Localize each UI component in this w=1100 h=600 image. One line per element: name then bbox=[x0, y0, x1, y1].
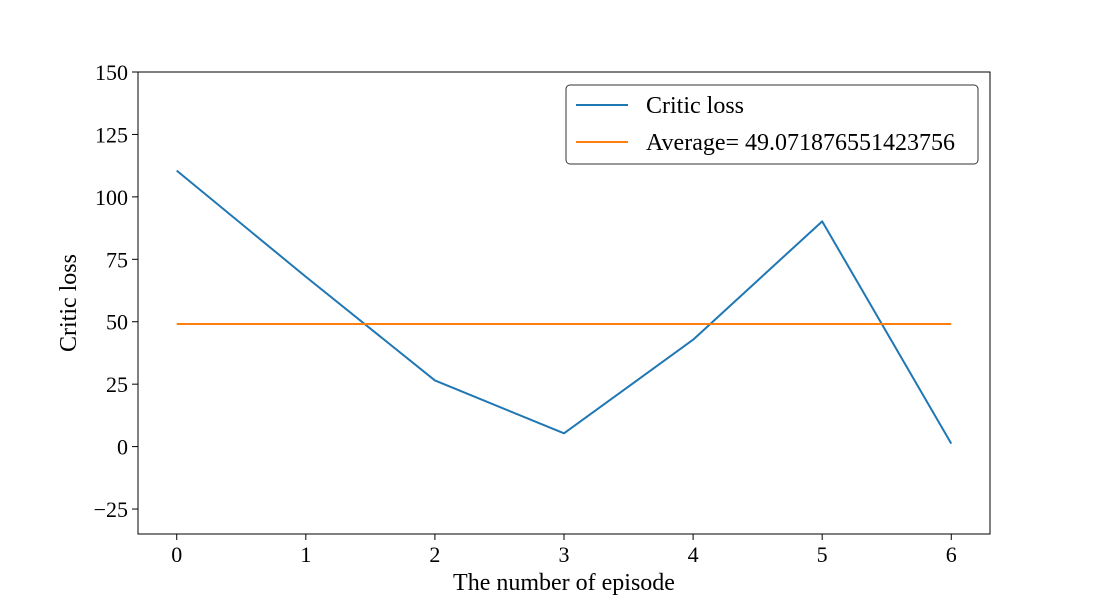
y-tick-label: −25 bbox=[94, 497, 128, 522]
y-axis: −25 0 25 50 75 100 125 150 bbox=[94, 60, 138, 522]
legend: Critic loss Average= 49.071876551423756 bbox=[565, 84, 979, 165]
y-axis-label: Critic loss bbox=[56, 254, 82, 352]
x-tick-label: 0 bbox=[171, 542, 182, 567]
x-tick-label: 4 bbox=[688, 542, 699, 567]
x-tick-label: 6 bbox=[946, 542, 957, 567]
y-tick-label: 0 bbox=[117, 435, 128, 460]
legend-box bbox=[565, 84, 979, 165]
series-line-0 bbox=[176, 169, 953, 445]
y-tick-label: 75 bbox=[106, 247, 128, 272]
y-tick-label: 125 bbox=[95, 122, 128, 147]
x-tick-label: 5 bbox=[817, 542, 828, 567]
x-tick-label: 1 bbox=[300, 542, 311, 567]
x-tick-label: 3 bbox=[559, 542, 570, 567]
legend-label-1: Average= 49.071876551423756 bbox=[646, 130, 955, 156]
x-axis: 0 1 2 3 4 5 6 bbox=[171, 534, 957, 567]
y-tick-label: 150 bbox=[95, 60, 128, 85]
legend-label-0: Critic loss bbox=[646, 93, 744, 119]
y-tick-label: 100 bbox=[95, 185, 128, 210]
series-layer bbox=[176, 169, 953, 445]
y-tick-label: 50 bbox=[106, 310, 128, 335]
x-tick-label: 2 bbox=[429, 542, 440, 567]
x-axis-label: The number of episode bbox=[453, 570, 675, 596]
y-tick-label: 25 bbox=[106, 372, 128, 397]
